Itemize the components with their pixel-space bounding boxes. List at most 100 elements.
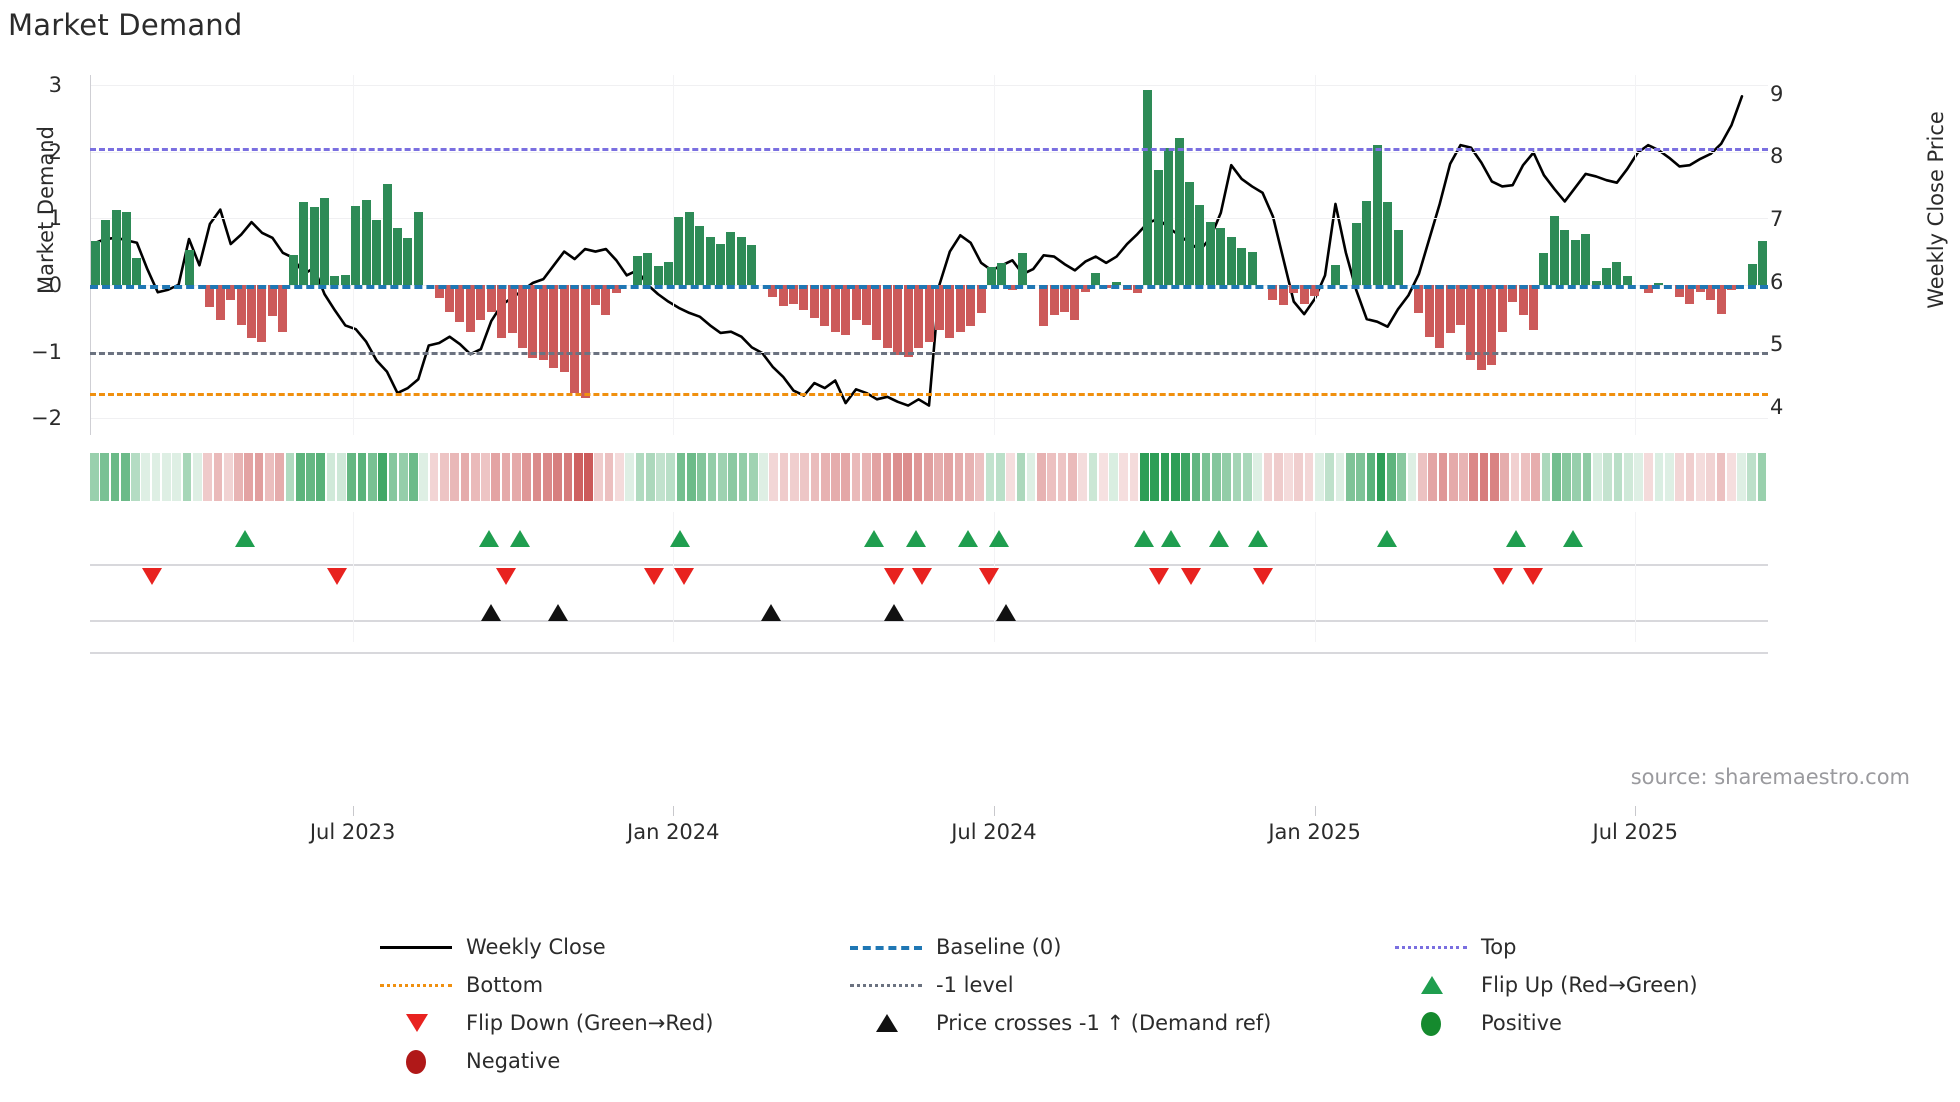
heatmap-cell: [326, 453, 336, 501]
demand-bar: [455, 285, 465, 322]
demand-bar: [1351, 223, 1361, 285]
flip-down-marker: [326, 568, 347, 585]
demand-bar: [1059, 285, 1069, 312]
heatmap-cell: [409, 453, 418, 501]
y-tick-left: 0: [48, 273, 62, 297]
heatmap-cell: [337, 453, 346, 501]
heatmap-cell: [1675, 453, 1685, 501]
legend-item[interactable]: Bottom: [380, 973, 850, 997]
heatmap-cell: [1067, 453, 1077, 501]
heatmap-cell: [563, 453, 573, 501]
x-tick-mark: [1314, 806, 1316, 816]
demand-bar: [549, 285, 559, 369]
demand-bar: [403, 238, 413, 285]
demand-bar: [1674, 285, 1684, 297]
legend-item[interactable]: -1 level: [850, 973, 1395, 997]
legend-label: Weekly Close: [466, 935, 606, 959]
demand-bar: [1560, 229, 1570, 285]
marker-panel: [90, 512, 1768, 672]
demand-bar: [1539, 253, 1549, 285]
heatmap-cell: [635, 453, 645, 501]
demand-bar: [132, 258, 142, 285]
heatmap-cell: [162, 453, 171, 501]
legend-item[interactable]: Flip Down (Green→Red): [380, 1011, 850, 1035]
heatmap-cell: [265, 453, 274, 501]
demand-bar: [1112, 282, 1122, 285]
heatmap-cell: [1253, 453, 1262, 501]
heatmap-cell: [522, 453, 532, 501]
demand-bar: [497, 285, 507, 339]
flip-up-marker: [905, 530, 926, 547]
heatmap-cell: [707, 453, 717, 501]
x-tick-mark: [352, 806, 354, 816]
demand-bar: [1581, 234, 1591, 285]
demand-bar: [351, 206, 361, 285]
heatmap-cell: [1603, 453, 1612, 501]
heatmap-cell: [944, 453, 954, 501]
demand-bar: [372, 219, 382, 285]
flip-up-marker: [479, 530, 500, 547]
legend-item[interactable]: Negative: [380, 1049, 850, 1074]
demand-bar: [955, 285, 965, 332]
circle-icon: [1395, 1012, 1467, 1036]
heatmap-cell: [923, 453, 933, 501]
legend-item[interactable]: Flip Up (Red→Green): [1395, 973, 1698, 997]
heatmap-cell: [100, 453, 109, 501]
heatmap-cell: [573, 453, 583, 501]
demand-bar: [445, 285, 455, 312]
demand-bar: [1622, 275, 1632, 285]
legend-item[interactable]: Weekly Close: [380, 935, 850, 959]
flip-down-marker: [1523, 568, 1544, 585]
y-tick-right: 9: [1770, 81, 1784, 106]
heatmap-cell: [1500, 453, 1510, 501]
y-tick-left: −1: [31, 339, 62, 364]
demand-bar: [1039, 285, 1049, 327]
gridline-vertical: [352, 512, 354, 642]
flip-up-marker: [670, 530, 691, 547]
heatmap-cell: [965, 453, 974, 501]
demand-bar: [872, 285, 882, 340]
flip-down-marker: [1252, 568, 1273, 585]
heatmap-cell: [110, 453, 120, 501]
demand-bar: [611, 285, 621, 293]
heatmap-cell: [903, 453, 912, 501]
heatmap-cell: [141, 453, 151, 501]
demand-bar: [1185, 181, 1195, 285]
heatmap-cell: [934, 453, 943, 501]
heatmap-cell: [1726, 453, 1736, 501]
demand-bar: [809, 285, 819, 319]
heatmap-cell: [769, 453, 779, 501]
x-tick-label: Jan 2024: [627, 820, 720, 844]
heatmap-cell: [1294, 453, 1304, 501]
heatmap-cell: [975, 453, 984, 501]
heatmap-cell: [748, 453, 758, 501]
flip-down-marker: [883, 568, 904, 585]
heatmap-cell: [882, 453, 892, 501]
heatmap-cell: [872, 453, 882, 501]
demand-bar: [1278, 285, 1288, 305]
x-tick-label: Jul 2024: [951, 820, 1037, 844]
legend-item[interactable]: Top: [1395, 935, 1698, 959]
demand-bar: [1330, 265, 1340, 285]
demand-bar: [215, 285, 225, 320]
heatmap-cell: [1665, 453, 1674, 501]
demand-bar: [434, 285, 444, 299]
legend-item[interactable]: Baseline (0): [850, 935, 1395, 959]
heatmap-cell: [1634, 453, 1643, 501]
demand-bar: [1528, 285, 1538, 331]
flip-down-marker: [912, 568, 933, 585]
demand-bar: [1424, 285, 1434, 337]
demand-bar: [1226, 237, 1236, 285]
heatmap-cell: [419, 453, 429, 501]
legend-item[interactable]: Price crosses -1 ↑ (Demand ref): [850, 1011, 1395, 1035]
demand-bar: [1591, 281, 1601, 285]
x-tick-label: Jul 2023: [309, 820, 396, 844]
dashed-line-icon: [850, 936, 922, 958]
demand-bar: [226, 285, 236, 300]
demand-bar: [882, 285, 892, 348]
heatmap-cell: [790, 453, 799, 501]
demand-bar: [987, 267, 997, 285]
heatmap-cell: [1129, 453, 1139, 501]
legend-item[interactable]: Positive: [1395, 1011, 1698, 1036]
